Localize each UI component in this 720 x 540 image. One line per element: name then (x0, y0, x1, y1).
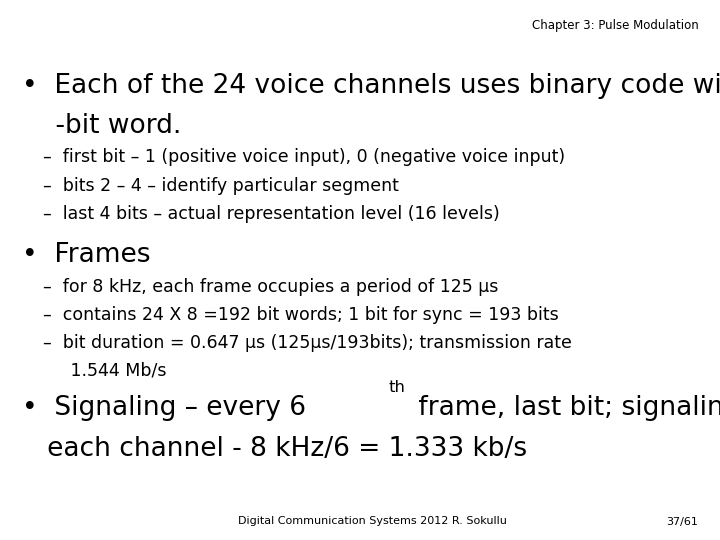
Text: –  contains 24 X 8 =192 bit words; 1 bit for sync = 193 bits: – contains 24 X 8 =192 bit words; 1 bit … (43, 306, 559, 323)
Text: –  first bit – 1 (positive voice input), 0 (negative voice input): – first bit – 1 (positive voice input), … (43, 148, 565, 166)
Text: •  Each of the 24 voice channels uses binary code with 8: • Each of the 24 voice channels uses bin… (22, 73, 720, 99)
Text: each channel - 8 kHz/6 = 1.333 kb/s: each channel - 8 kHz/6 = 1.333 kb/s (22, 436, 527, 462)
Text: th: th (388, 380, 405, 395)
Text: frame, last bit; signaling rate for: frame, last bit; signaling rate for (410, 395, 720, 421)
Text: 37/61: 37/61 (667, 516, 698, 526)
Text: •  Signaling – every 6: • Signaling – every 6 (22, 395, 305, 421)
Text: -bit word.: -bit word. (22, 113, 181, 139)
Text: Digital Communication Systems 2012 R. Sokullu: Digital Communication Systems 2012 R. So… (238, 516, 506, 526)
Text: –  bit duration = 0.647 μs (125μs/193bits); transmission rate: – bit duration = 0.647 μs (125μs/193bits… (43, 334, 572, 352)
Text: –  bits 2 – 4 – identify particular segment: – bits 2 – 4 – identify particular segme… (43, 177, 399, 194)
Text: –  last 4 bits – actual representation level (16 levels): – last 4 bits – actual representation le… (43, 205, 500, 222)
Text: 1.544 Mb/s: 1.544 Mb/s (43, 362, 167, 380)
Text: •  Frames: • Frames (22, 242, 150, 268)
Text: –  for 8 kHz, each frame occupies a period of 125 μs: – for 8 kHz, each frame occupies a perio… (43, 278, 498, 295)
Text: Chapter 3: Pulse Modulation: Chapter 3: Pulse Modulation (531, 19, 698, 32)
